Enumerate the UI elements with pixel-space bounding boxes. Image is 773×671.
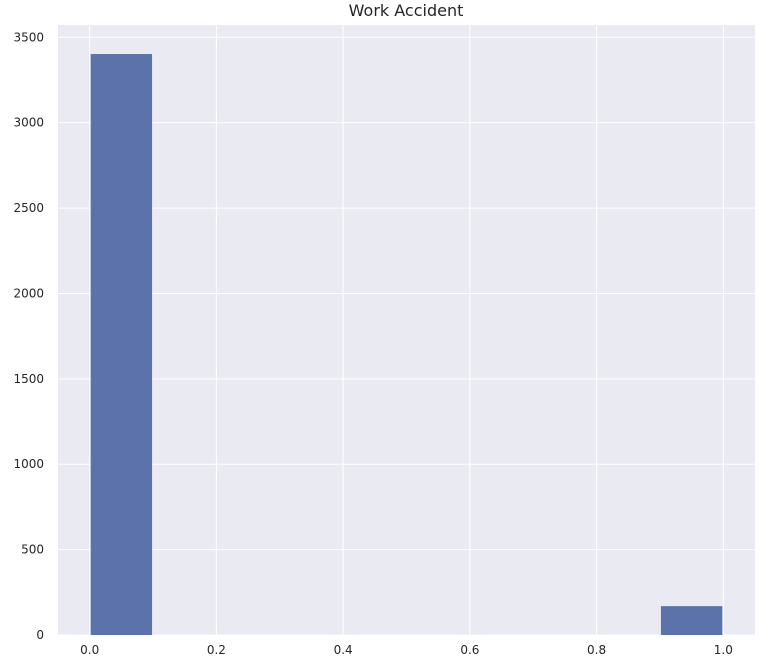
chart-title: Work Accident: [349, 1, 464, 20]
plot-area: [58, 25, 755, 635]
y-tick-label: 1500: [13, 372, 44, 386]
y-tick-label: 0: [36, 628, 44, 642]
grid-layer: [58, 25, 755, 636]
y-tick-label: 2000: [13, 286, 44, 300]
x-tick-label: 0.4: [334, 643, 353, 657]
y-tick-label: 2500: [13, 201, 44, 215]
bar-layer: [90, 54, 723, 635]
x-tick-label: 1.0: [714, 643, 733, 657]
histogram-bar: [660, 606, 723, 635]
x-tick-label: 0.8: [587, 643, 606, 657]
x-tick-label: 0.6: [460, 643, 479, 657]
x-tick-label: 0.0: [80, 643, 99, 657]
y-tick-labels: 0 500 1000 1500 2000 2500 3000 3500: [13, 30, 44, 642]
y-tick-label: 3500: [13, 30, 44, 44]
y-tick-label: 1000: [13, 457, 44, 471]
x-tick-labels: 0.0 0.2 0.4 0.6 0.8 1.0: [80, 643, 733, 657]
histogram-bar: [90, 54, 153, 635]
x-tick-label: 0.2: [207, 643, 226, 657]
y-tick-label: 3000: [13, 116, 44, 130]
y-tick-label: 500: [21, 543, 44, 557]
